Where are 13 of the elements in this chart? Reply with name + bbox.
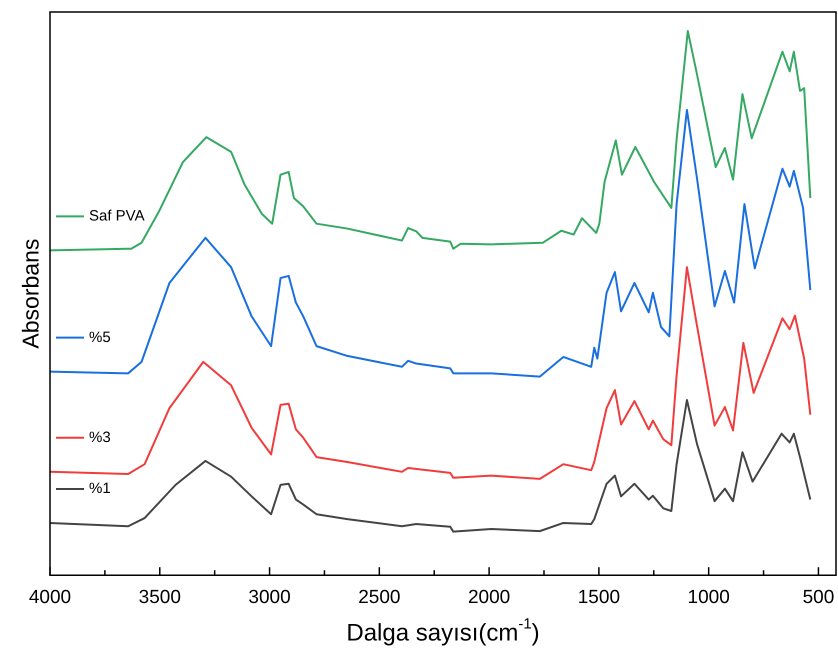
legend-label: Saf PVA: [89, 207, 145, 224]
x-tick-label: 2000: [468, 586, 510, 608]
x-tick-label: 500: [802, 586, 834, 608]
legend-label: %1: [89, 480, 111, 498]
legend-label: %5: [89, 328, 111, 346]
x-tick-label: 4000: [28, 586, 72, 608]
x-tick-label: 1500: [578, 586, 620, 608]
x-tick-label: 3000: [248, 586, 291, 608]
x-tick-label: 3500: [138, 586, 181, 608]
x-tick-label: 2500: [358, 586, 400, 608]
y-axis-title: Absorbans: [17, 238, 44, 349]
x-tick-label: 1000: [688, 586, 730, 608]
legend-label: %3: [89, 428, 111, 446]
